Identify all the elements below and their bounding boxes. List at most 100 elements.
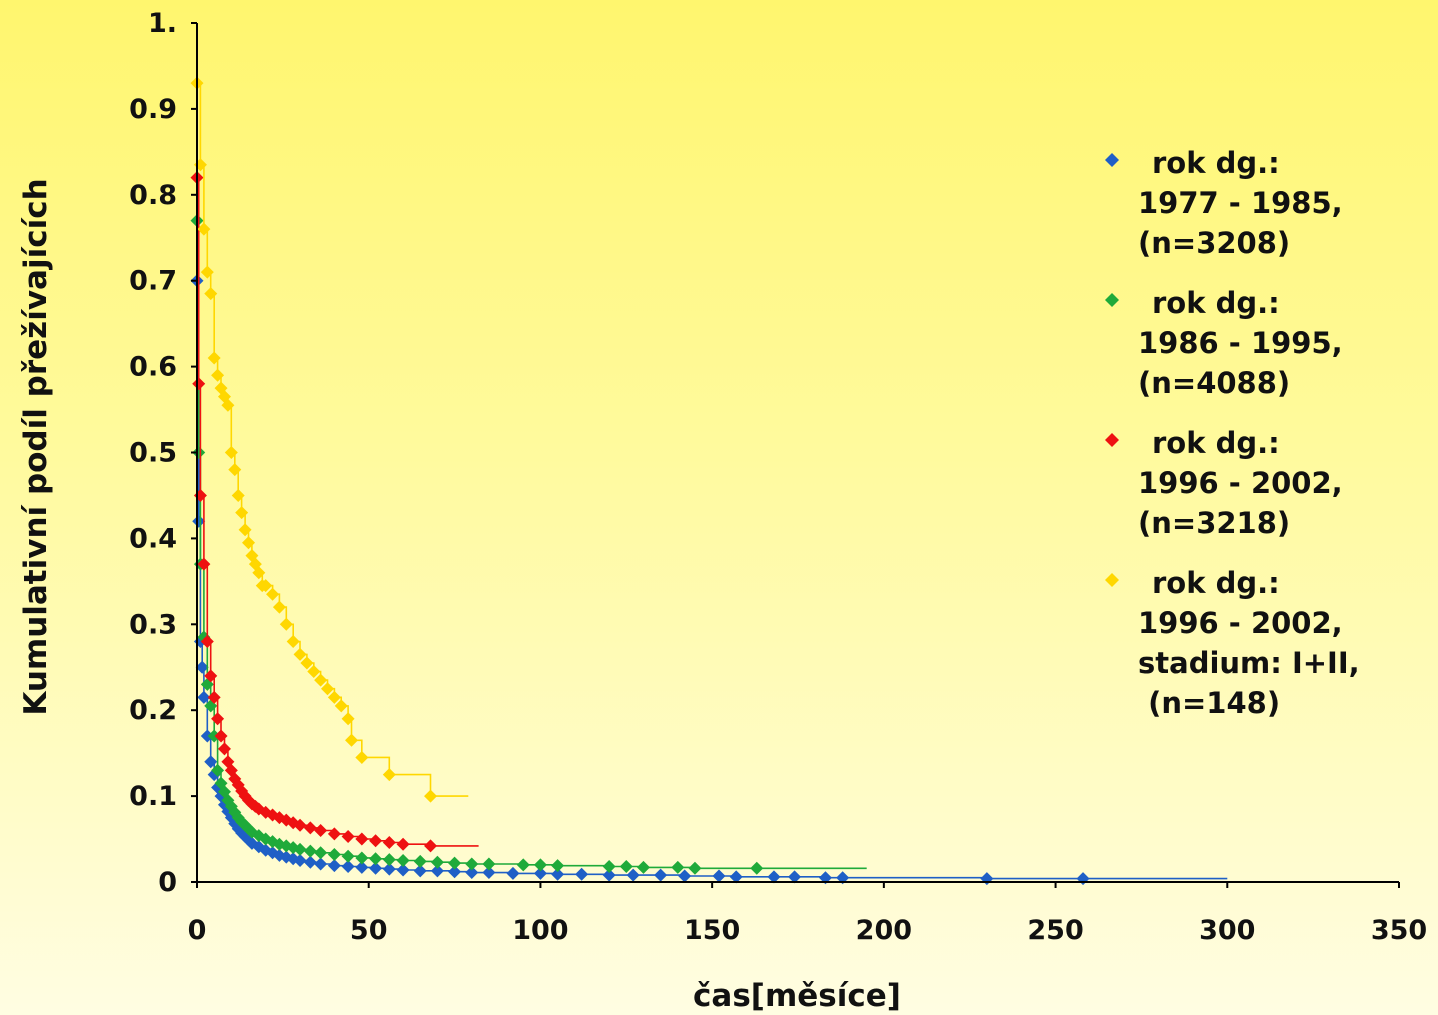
data-point bbox=[307, 665, 321, 679]
data-point bbox=[193, 488, 207, 502]
data-point bbox=[836, 871, 850, 885]
legend-label: stadium: I+II, bbox=[1138, 646, 1360, 680]
x-tick-label: 200 bbox=[856, 915, 912, 946]
y-tick-label: 0.1 bbox=[129, 781, 177, 812]
data-point bbox=[327, 859, 341, 873]
legend-marker bbox=[1105, 573, 1119, 587]
data-point bbox=[355, 860, 369, 874]
data-point bbox=[221, 398, 235, 412]
data-point bbox=[252, 566, 266, 580]
data-point bbox=[654, 868, 668, 882]
data-point bbox=[818, 871, 832, 885]
data-point bbox=[314, 673, 328, 687]
x-tick-label: 50 bbox=[350, 915, 388, 946]
data-point bbox=[506, 866, 520, 880]
data-point bbox=[197, 690, 211, 704]
x-tick-label: 250 bbox=[1027, 915, 1083, 946]
data-point bbox=[355, 832, 369, 846]
data-point bbox=[293, 854, 307, 868]
data-point bbox=[334, 699, 348, 713]
data-point bbox=[192, 377, 206, 391]
legend-label: (n=3208) bbox=[1138, 226, 1290, 260]
data-point bbox=[321, 682, 335, 696]
legend-label: rok dg.: bbox=[1152, 286, 1280, 320]
x-tick-label: 150 bbox=[684, 915, 740, 946]
data-point bbox=[413, 864, 427, 878]
data-point bbox=[369, 834, 383, 848]
data-point bbox=[369, 861, 383, 875]
y-tick-label: 0.7 bbox=[129, 266, 177, 297]
data-point bbox=[341, 829, 355, 843]
x-axis-title: čas[měsíce] bbox=[693, 978, 901, 1014]
legend-marker bbox=[1105, 433, 1119, 447]
data-point bbox=[678, 869, 692, 883]
data-point bbox=[448, 856, 462, 870]
data-point bbox=[293, 818, 307, 832]
data-point bbox=[355, 851, 369, 865]
x-tick-label: 100 bbox=[512, 915, 568, 946]
data-point bbox=[303, 821, 317, 835]
data-point bbox=[636, 860, 650, 874]
data-point bbox=[327, 690, 341, 704]
data-point bbox=[551, 867, 565, 881]
data-point bbox=[355, 750, 369, 764]
series-4 bbox=[190, 23, 469, 803]
data-point bbox=[207, 690, 221, 704]
data-point bbox=[396, 854, 410, 868]
y-tick-label: 0.6 bbox=[129, 352, 177, 383]
legend-label: 1996 - 2002, bbox=[1138, 606, 1343, 640]
data-point bbox=[626, 868, 640, 882]
data-point bbox=[465, 866, 479, 880]
data-point bbox=[424, 839, 438, 853]
data-point bbox=[341, 712, 355, 726]
data-point bbox=[192, 514, 206, 528]
y-tick-label: 1. bbox=[148, 8, 177, 39]
series-line bbox=[196, 23, 867, 870]
legend-label: rok dg.: bbox=[1152, 566, 1280, 600]
data-point bbox=[516, 858, 530, 872]
data-point bbox=[327, 827, 341, 841]
y-tick-label: 0.5 bbox=[129, 438, 177, 469]
data-point bbox=[465, 857, 479, 871]
data-point bbox=[382, 853, 396, 867]
data-point bbox=[214, 729, 228, 743]
data-point bbox=[482, 857, 496, 871]
data-point bbox=[303, 855, 317, 869]
legend-label: (n=148) bbox=[1138, 686, 1280, 720]
data-point bbox=[272, 600, 286, 614]
data-point bbox=[238, 523, 252, 537]
legend-label: rok dg.: bbox=[1152, 426, 1280, 460]
data-point bbox=[688, 861, 702, 875]
x-tick-label: 300 bbox=[1199, 915, 1255, 946]
data-point bbox=[195, 660, 209, 674]
data-point bbox=[314, 857, 328, 871]
legend-label: (n=3218) bbox=[1138, 506, 1290, 540]
legend-item-3: rok dg.: 1996 - 2002, (n=3218) bbox=[1105, 426, 1343, 540]
data-point bbox=[200, 634, 214, 648]
data-point bbox=[200, 729, 214, 743]
data-point bbox=[235, 506, 249, 520]
data-point bbox=[341, 849, 355, 863]
y-tick-label: 0.4 bbox=[129, 523, 177, 554]
data-point bbox=[482, 866, 496, 880]
data-point bbox=[980, 872, 994, 886]
y-tick-label: 0.9 bbox=[129, 94, 177, 125]
data-point bbox=[750, 861, 764, 875]
data-point bbox=[369, 852, 383, 866]
y-tick-label: 0.8 bbox=[129, 180, 177, 211]
legend-item-2: rok dg.: 1986 - 1995, (n=4088) bbox=[1105, 286, 1343, 400]
data-point bbox=[327, 848, 341, 862]
data-point bbox=[193, 158, 207, 172]
data-point bbox=[200, 265, 214, 279]
data-point bbox=[413, 854, 427, 868]
axes: 0 0.1 0.2 0.3 0.4 0.5 0.6 0.7 0.8 0.9 1. 0 50 100 150 2… bbox=[129, 8, 1427, 946]
legend-label: 1977 - 1985, bbox=[1138, 186, 1343, 220]
data-point bbox=[345, 733, 359, 747]
data-point bbox=[211, 712, 225, 726]
data-point bbox=[619, 860, 633, 874]
data-point bbox=[293, 842, 307, 856]
data-point bbox=[303, 844, 317, 858]
data-point bbox=[424, 789, 438, 803]
data-point bbox=[602, 868, 616, 882]
y-tick-label: 0.2 bbox=[129, 695, 177, 726]
